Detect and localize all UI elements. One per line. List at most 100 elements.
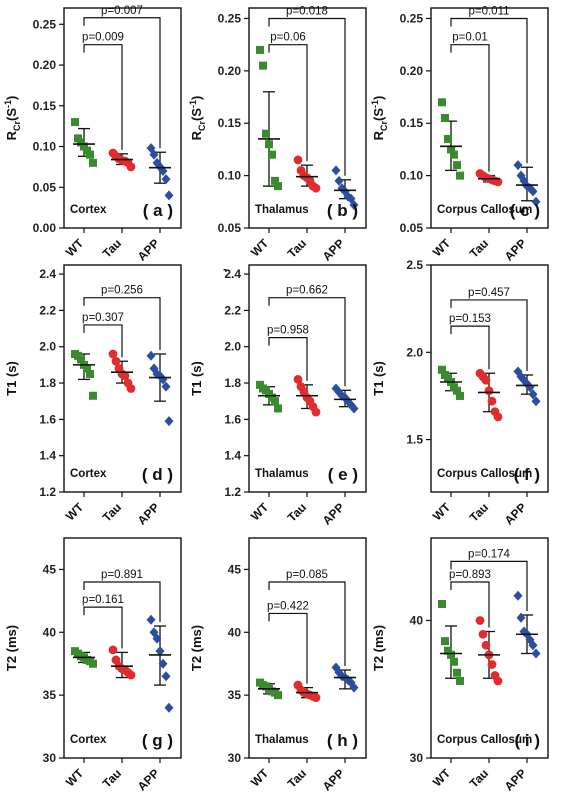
data-point bbox=[89, 158, 97, 167]
y-tick-label: 2.4 bbox=[224, 267, 241, 281]
y-tick-label: 1.4 bbox=[224, 449, 241, 463]
data-point bbox=[484, 386, 494, 396]
data-point bbox=[349, 682, 359, 693]
p-value-label: p=0.174 bbox=[468, 548, 510, 560]
x-tick-label: WT bbox=[430, 766, 454, 790]
x-tick-label: APP bbox=[135, 500, 162, 527]
data-point bbox=[86, 150, 94, 159]
data-point bbox=[164, 702, 174, 713]
data-point bbox=[71, 118, 79, 127]
x-tick-label: APP bbox=[320, 500, 347, 527]
y-tick-label: 1.8 bbox=[39, 376, 56, 390]
data-point bbox=[311, 183, 321, 193]
x-tick-label: WT bbox=[63, 766, 87, 790]
data-point bbox=[456, 391, 464, 400]
y-tick-label: 40 bbox=[228, 625, 242, 639]
series-wt bbox=[438, 365, 464, 400]
data-point bbox=[438, 600, 446, 608]
panel-label: ( a ) bbox=[143, 201, 173, 220]
data-point bbox=[450, 657, 458, 666]
region-label: Corpus Callosum bbox=[437, 468, 532, 480]
data-point bbox=[268, 150, 276, 159]
chart-panel-c: 0.05 0.10 0.15 0.20 0.25 RCr(S-1) WT Tau APP p=0.… bbox=[370, 5, 549, 264]
x-tick-label: Tau bbox=[285, 766, 309, 790]
series-tau bbox=[108, 349, 136, 393]
data-point bbox=[531, 648, 541, 659]
x-tick-label: WT bbox=[248, 766, 272, 790]
series-app bbox=[513, 160, 541, 207]
data-point bbox=[450, 150, 458, 159]
data-point bbox=[271, 176, 279, 185]
x-tick-label: APP bbox=[135, 236, 162, 263]
data-point bbox=[158, 658, 168, 669]
p-value-label: p=0.161 bbox=[82, 594, 124, 606]
data-point bbox=[453, 161, 461, 170]
data-point bbox=[271, 397, 279, 406]
data-point bbox=[493, 676, 503, 686]
data-point bbox=[164, 416, 174, 427]
data-point bbox=[108, 645, 118, 655]
series-app bbox=[331, 383, 359, 414]
y-tick-label: 2.5 bbox=[406, 258, 423, 272]
data-point bbox=[493, 412, 503, 422]
y-tick-label: 0.10 bbox=[33, 140, 57, 154]
series-wt bbox=[71, 118, 97, 167]
chart-panel-e: 1.2 1.4 1.6 1.8 2.0 2.2 2.4- T1 (s) WT Tau APP p=0.… bbox=[189, 262, 367, 528]
x-tick-label: Tau bbox=[467, 236, 491, 260]
chart-panel-f: 1.5 2.0 2.5 T1 (s) WT Tau APP p=0.153 p=0.457 Cor… bbox=[371, 258, 549, 528]
y-tick-label: 0.15 bbox=[400, 116, 424, 130]
x-tick-label: Tau bbox=[100, 500, 124, 524]
data-point bbox=[83, 146, 91, 155]
data-point bbox=[349, 199, 359, 210]
significance-bracket bbox=[83, 324, 123, 358]
x-tick-label: WT bbox=[63, 500, 87, 524]
data-point bbox=[331, 165, 341, 176]
p-value-label: p=0.085 bbox=[286, 569, 328, 581]
data-point bbox=[475, 616, 485, 625]
significance-bracket bbox=[450, 17, 528, 164]
data-point bbox=[444, 134, 452, 143]
y-tick-label: 45 bbox=[228, 562, 242, 576]
y-tick-label: 0.05 bbox=[400, 221, 424, 235]
data-point bbox=[262, 129, 270, 138]
data-point bbox=[149, 149, 159, 160]
y-axis-label: T1 (s) bbox=[189, 361, 204, 396]
y-axis-label: T2 (ms) bbox=[371, 625, 386, 671]
x-tick-label: APP bbox=[502, 766, 529, 793]
data-point bbox=[453, 386, 461, 395]
series-wt bbox=[71, 647, 97, 668]
significance-bracket bbox=[83, 581, 161, 622]
y-tick-label: 40 bbox=[43, 625, 57, 639]
panel-label: ( b ) bbox=[327, 201, 358, 220]
series-app bbox=[331, 662, 359, 693]
data-point bbox=[456, 677, 464, 685]
y-axis-label: RCr(S-1) bbox=[188, 96, 207, 141]
series-tau bbox=[475, 616, 503, 686]
data-point bbox=[161, 174, 171, 185]
data-point bbox=[293, 375, 303, 384]
significance-bracket bbox=[450, 560, 528, 611]
series-app bbox=[513, 366, 541, 407]
series-wt bbox=[256, 45, 282, 191]
x-tick-label: Tau bbox=[467, 500, 491, 524]
data-point bbox=[311, 407, 321, 417]
significance-bracket bbox=[268, 17, 346, 176]
y-tick-label: 0.00 bbox=[33, 221, 57, 235]
series-wt bbox=[71, 349, 97, 400]
chart-panel-d: 1.2 1.4 1.6 1.8 2.0 2.2 2.4 T1 (s) WT Tau APP p=0.3… bbox=[4, 264, 182, 528]
x-tick-label: Tau bbox=[100, 236, 124, 260]
series-tau bbox=[108, 645, 136, 680]
region-label: Cortex bbox=[70, 204, 107, 216]
chart-panel-h: 30 35 40 45 T2 (ms) WT Tau APP p=0.422 p=0.085 Tha… bbox=[189, 537, 367, 794]
series-wt bbox=[256, 380, 282, 413]
y-axis-label: T2 (ms) bbox=[4, 625, 19, 671]
significance-bracket bbox=[83, 297, 161, 350]
y-tick-label: 2.2 bbox=[39, 303, 56, 317]
panel-label: ( e ) bbox=[328, 465, 358, 484]
x-tick-label: WT bbox=[248, 236, 272, 260]
y-tick-label: 2.0 bbox=[224, 340, 241, 354]
significance-bracket bbox=[83, 44, 123, 150]
x-tick-label: Tau bbox=[285, 500, 309, 524]
y-tick-label: 0.25 bbox=[218, 11, 242, 25]
x-tick-label: APP bbox=[135, 766, 162, 793]
